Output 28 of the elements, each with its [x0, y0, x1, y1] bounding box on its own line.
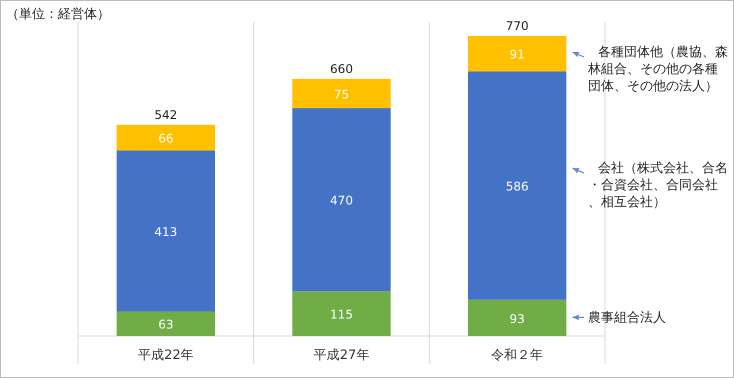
x-tick-label: 平成27年	[314, 348, 370, 364]
total-label: 770	[506, 19, 529, 33]
data-label: 66	[158, 132, 174, 146]
bar	[116, 150, 216, 312]
bar	[116, 311, 216, 336]
bar	[468, 300, 566, 336]
bar	[116, 124, 216, 151]
bar	[468, 71, 566, 300]
data-label: 470	[330, 194, 353, 208]
text: （単位：経営体）	[6, 7, 110, 22]
total-label: 660	[330, 62, 353, 76]
series-label: 会社（株式会社、合名・合資会社、合同会社、相互会社）	[588, 161, 728, 210]
bar	[292, 108, 391, 292]
bar	[468, 36, 566, 72]
bar	[292, 291, 391, 336]
data-label: 91	[510, 48, 525, 62]
data-label: 75	[334, 87, 350, 102]
x-tick-label: 平成22年	[138, 348, 194, 364]
data-label: 93	[510, 312, 525, 326]
total-label: 542	[154, 108, 178, 122]
data-label: 63	[158, 318, 174, 332]
data-label: 586	[506, 180, 529, 194]
data-label: 413	[154, 225, 178, 239]
bar	[292, 78, 391, 108]
x-tick-label: 令和２年	[491, 348, 544, 364]
data-label: 115	[330, 308, 353, 322]
series-label: 各種団体他（農協、森林組合、その他の各種団体、その他の法人）	[587, 45, 728, 94]
series-label: 農事組合法人	[588, 310, 666, 326]
